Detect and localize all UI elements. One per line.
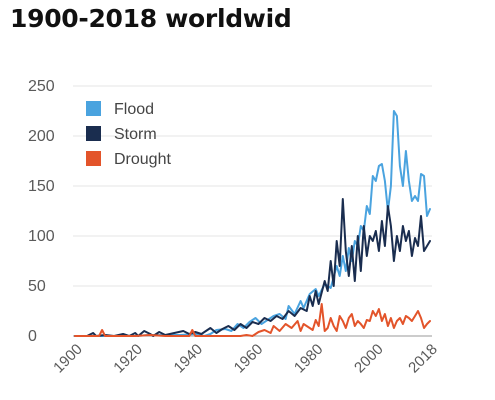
axes: 0 50 100 150 200 250 1900 1920 1940 1960 1980 2000 2… [28,78,441,376]
x-tick-label: 1940 [171,341,207,377]
y-tick-label: 50 [28,278,46,295]
legend-swatch-flood [86,101,101,116]
y-tick-label: 250 [28,78,55,95]
legend-swatch-drought [86,151,101,166]
series-line-flood [74,110,431,337]
legend-swatch-storm [86,126,101,141]
x-tick-label: 1920 [110,341,146,377]
chart-title: 1900-2018 worldwid [10,4,292,33]
x-tick-label: 1900 [50,341,86,377]
legend-label-storm: Storm [114,126,157,143]
x-tick-label: 2000 [351,341,387,377]
gridlines [73,85,432,337]
x-tick-label: 1960 [231,341,267,377]
y-tick-label: 100 [28,228,55,245]
legend: Flood Storm Drought [86,101,171,168]
series-line-drought [74,303,431,337]
x-tick-label: 1980 [291,341,327,377]
y-tick-label: 150 [28,178,55,195]
x-tick-label: 2018 [405,341,441,377]
legend-label-flood: Flood [114,101,154,118]
series-line-storm [74,198,431,337]
legend-label-drought: Drought [114,151,171,168]
series-lines [74,110,431,337]
y-tick-label: 200 [28,128,55,145]
y-tick-label: 0 [28,328,37,345]
